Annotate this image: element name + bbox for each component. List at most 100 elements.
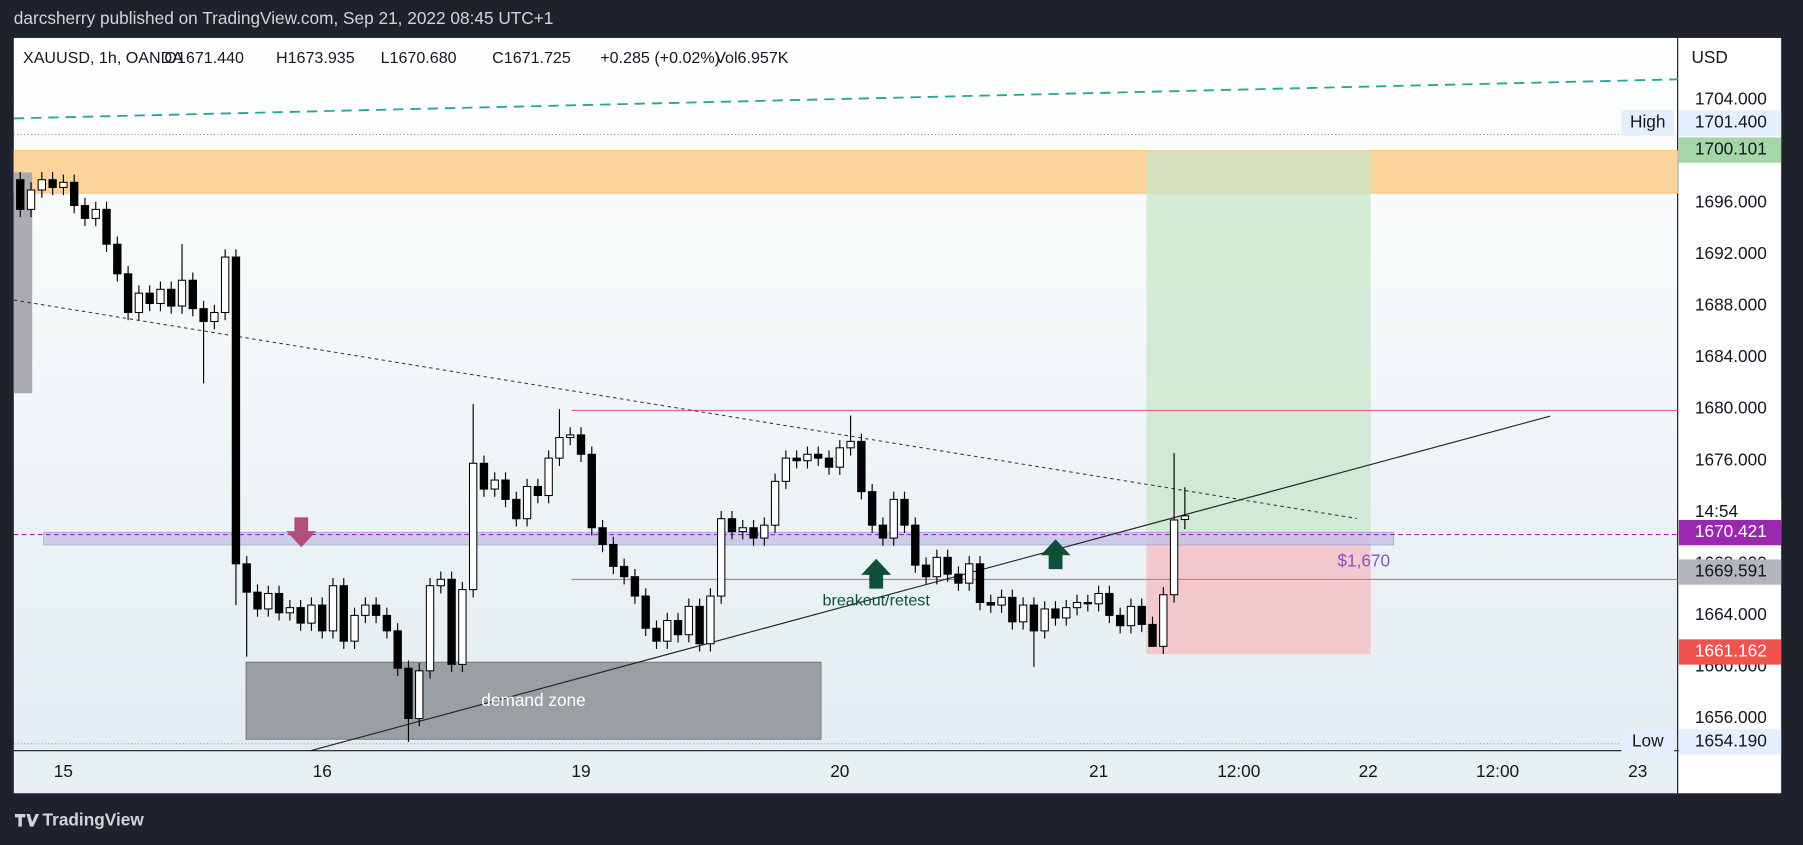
candle-body [91, 208, 100, 219]
candle-body [911, 524, 920, 566]
arrow-down [286, 517, 317, 548]
candle-body [1062, 607, 1071, 619]
price-badge-label: 1669.591 [1695, 561, 1767, 581]
price-badge-label: 1654.190 [1695, 730, 1767, 750]
candle-body [566, 434, 575, 439]
candle-body [889, 498, 898, 539]
price-badge-name: Low [1632, 730, 1664, 750]
candle-body [609, 543, 618, 567]
candle-body [673, 620, 683, 636]
candle-body [846, 440, 855, 449]
candle-body [1169, 519, 1179, 596]
candle-body [641, 595, 650, 629]
price-axis [1677, 37, 1782, 794]
candle-body [264, 592, 273, 610]
candle-body [382, 614, 392, 632]
candles [16, 171, 1190, 742]
zone-strip [13, 172, 33, 394]
price-badge-label: 1701.400 [1695, 112, 1767, 132]
candle-body [436, 578, 446, 587]
candle-body [16, 179, 25, 210]
candle-body [177, 279, 187, 307]
candle-body [296, 607, 305, 624]
candle-body [415, 670, 424, 720]
legend-item: XAUUSD, 1h, OANDA [23, 49, 183, 67]
candle-body [285, 607, 295, 614]
arrow-up [1040, 539, 1071, 570]
price-badge [1678, 137, 1782, 163]
candle-body [447, 578, 456, 665]
candle-body [738, 527, 747, 533]
candle-body [1072, 601, 1082, 609]
price-badge [1678, 110, 1782, 136]
candle-body [210, 311, 219, 323]
price-badge-tag [1621, 110, 1675, 136]
candle-body [1105, 592, 1114, 616]
price-badge-tag [1621, 729, 1675, 755]
candle-body [1083, 601, 1093, 605]
legend-item: L1670.680 [381, 49, 457, 67]
candle-body [242, 563, 251, 593]
candle-body [630, 576, 640, 597]
candle-body [1148, 623, 1157, 647]
candle-body [188, 279, 197, 310]
candle-body [199, 308, 208, 323]
candle-body [986, 601, 995, 606]
candle-body [900, 498, 909, 526]
candle-body [1159, 594, 1168, 647]
candle-body [167, 288, 176, 307]
candle-body [1018, 604, 1028, 623]
annotation: demand zone [481, 690, 585, 710]
annotation: breakout/retest [823, 592, 931, 610]
candle-body [770, 480, 780, 526]
candle-body [48, 179, 57, 188]
x-tick-label: 21 [1089, 761, 1108, 781]
demand-zone [245, 661, 822, 740]
y-tick-label: 1696.000 [1695, 191, 1767, 211]
arrow-up [861, 558, 892, 589]
candle-body [361, 604, 370, 616]
candle-body [997, 596, 1006, 606]
candle-body [425, 585, 435, 672]
x-tick-label: 12:00 [1217, 761, 1260, 781]
candle-body [490, 479, 499, 490]
trend-line [13, 299, 1357, 520]
x-tick-label: 23 [1628, 761, 1647, 781]
candle-body [134, 292, 144, 314]
candle-body [814, 453, 823, 459]
y-tick-label: 1692.000 [1695, 243, 1767, 263]
x-tick-label: 22 [1359, 761, 1378, 781]
stop-zone [1146, 532, 1371, 655]
candle-body [576, 434, 586, 455]
x-tick-label: 16 [313, 761, 332, 781]
candle-body [1115, 614, 1125, 627]
candle-body [663, 620, 672, 642]
candle-body [695, 605, 704, 645]
countdown: 14:54 [1695, 501, 1739, 521]
candle-body [1126, 605, 1136, 627]
candle-body [727, 518, 737, 533]
candle-body [824, 457, 834, 468]
annotation: $1,670 [1337, 551, 1390, 571]
candle-body [220, 256, 230, 314]
y-tick-label: 1704.000 [1695, 88, 1767, 108]
price-badge [1678, 729, 1782, 755]
candle-body [619, 565, 629, 578]
price-badge-label: 1661.162 [1695, 641, 1767, 661]
candle-body [1180, 515, 1190, 521]
candle-body [501, 479, 510, 500]
currency: USD [1691, 47, 1727, 67]
candle-body [803, 453, 812, 462]
candle-body [393, 630, 402, 669]
brand-logo [14, 813, 40, 827]
candle-body [70, 181, 79, 207]
candle-body [113, 243, 122, 275]
candle-body [145, 292, 154, 304]
candle-body [156, 288, 165, 304]
candle-body [59, 181, 68, 188]
candle-body [371, 604, 381, 616]
price-badge [1678, 639, 1782, 665]
legend-item: C1671.725 [492, 49, 571, 67]
